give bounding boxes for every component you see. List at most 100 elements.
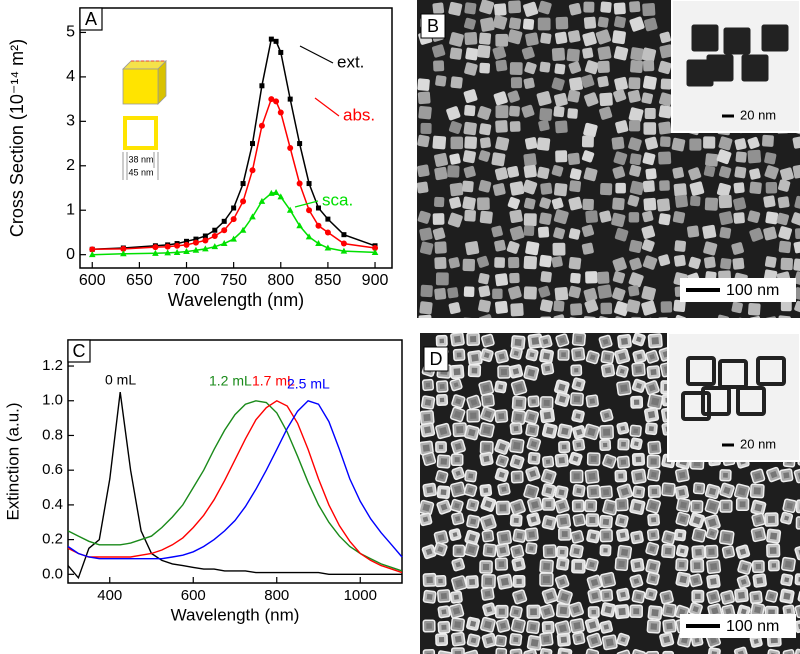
particle-core [591,609,597,615]
panel-label: D [430,349,443,369]
particle [644,17,658,32]
particle [731,242,744,255]
y-tick-label: 2 [66,157,75,174]
particle-core [500,533,509,542]
cube-front [122,68,159,105]
marker [193,236,199,242]
particle [689,181,705,196]
particle [765,211,779,225]
particle-core [498,561,505,568]
particle-core [455,561,461,568]
particle-core [618,607,626,616]
marker [324,244,332,251]
particle-core [558,383,566,392]
marker [371,248,379,255]
particle-core [574,562,582,570]
marker [324,229,331,236]
particle [523,213,537,227]
x-tick-label: 750 [220,272,247,289]
particle-core [693,562,701,570]
particle-core [452,532,458,538]
particle-core [587,427,596,437]
particle [479,0,495,15]
leader-line [314,97,340,117]
particle [522,179,538,195]
particle [462,180,474,193]
particle [480,17,495,32]
particle [658,60,672,75]
particle [719,227,732,239]
particle-core [620,337,628,345]
particle-core [483,444,490,451]
particle [673,299,686,312]
particle [597,16,609,28]
particle [641,47,657,62]
particle [479,62,491,74]
particle-core [708,487,717,496]
particle-core [620,591,626,598]
particle [521,46,535,60]
particle-core [545,624,551,630]
particle [794,271,800,286]
particle [672,211,686,224]
particle [464,62,478,76]
marker [296,180,303,187]
particle [673,254,686,267]
particle-core [650,575,656,582]
series-line [67,400,403,560]
particle-core [467,545,476,554]
particle-core [754,472,762,480]
particle-core [425,382,431,388]
particle [462,317,474,318]
marker [315,205,321,211]
particle [419,227,433,241]
particle-core [784,515,790,521]
marker [164,249,171,256]
particle-core [739,501,746,508]
y-tick-label: 3 [66,113,75,130]
particle [492,183,506,196]
particle-core [528,531,535,538]
particle-core [590,578,599,587]
particle-core [559,606,568,615]
particle-core [618,501,625,508]
particle [569,77,583,92]
particle [613,46,629,61]
particle [612,166,626,179]
marker [341,232,347,238]
particle [641,300,657,316]
particle-core [651,397,660,406]
particle [553,314,566,318]
particle-core [527,487,536,496]
particle-core [649,502,657,510]
particle [689,138,702,151]
panel-label: C [73,341,86,361]
particle-core [559,337,566,344]
particle [658,121,672,135]
panel-label: B [427,16,439,36]
particle-core [500,577,509,586]
particle [718,165,732,179]
inset-particle [686,356,716,386]
particle [795,499,800,514]
particle [628,120,641,132]
particle [629,257,642,271]
particle-core [440,489,447,496]
particle-core [456,352,462,358]
y-tick-label: 0.8 [42,426,63,443]
particle-core [678,471,686,479]
particle [627,194,640,207]
particle [794,544,800,561]
particle [585,210,598,224]
particle [611,212,626,228]
particle-core [471,367,478,374]
particle [508,256,520,269]
particle [642,210,654,223]
particle-core [723,472,728,478]
particle-core [498,638,504,644]
marker [287,145,294,151]
y-tick-label: 4 [66,68,75,85]
particle-core [542,576,550,583]
particle [643,197,657,211]
particle [478,299,491,313]
